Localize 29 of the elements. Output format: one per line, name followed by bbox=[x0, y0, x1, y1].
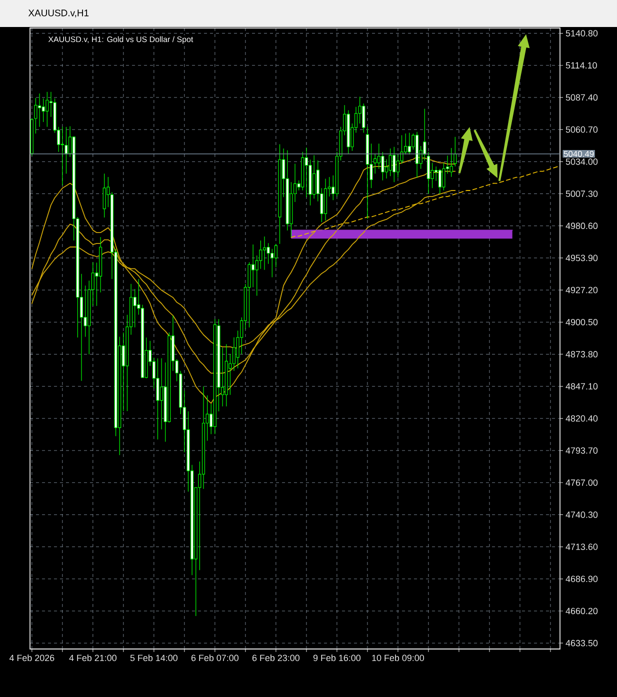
y-tick-label: 4686.90 bbox=[566, 576, 598, 582]
y-tick-label: 4767.00 bbox=[566, 479, 598, 486]
ref-line-label: 5040.49 bbox=[564, 150, 594, 157]
y-tick-label: 4980.60 bbox=[566, 222, 598, 230]
x-tick-label: 4 Feb 21:00 bbox=[69, 654, 116, 662]
x-tick-label: 4 Feb 2026 bbox=[9, 654, 54, 662]
y-tick-label: 5034.00 bbox=[566, 158, 598, 165]
chart-title: XAUUSD.v,H1 bbox=[28, 10, 89, 18]
y-tick-label: 4793.70 bbox=[566, 447, 598, 454]
x-tick-label: 6 Feb 07:00 bbox=[191, 654, 238, 662]
x-tick-label: 6 Feb 23:00 bbox=[252, 654, 300, 662]
x-tick-label: 5 Feb 14:00 bbox=[130, 654, 178, 662]
y-tick-label: 4633.50 bbox=[566, 640, 598, 646]
y-tick-label: 4873.80 bbox=[566, 351, 598, 358]
x-tick-label: 10 Feb 09:00 bbox=[372, 654, 424, 662]
y-tick-label: 5087.40 bbox=[566, 94, 598, 101]
y-tick-label: 4900.50 bbox=[566, 318, 598, 326]
y-tick-label: 4740.30 bbox=[566, 512, 598, 518]
y-tick-label: 5007.30 bbox=[566, 190, 598, 197]
y-tick-label: 4927.20 bbox=[566, 286, 598, 294]
x-tick-label: 9 Feb 16:00 bbox=[313, 654, 361, 662]
y-tick-label: 4713.60 bbox=[566, 544, 598, 550]
y-tick-label: 5140.80 bbox=[566, 30, 598, 36]
y-tick-label: 5060.70 bbox=[566, 126, 598, 133]
y-tick-label: 4820.40 bbox=[566, 415, 598, 422]
y-tick-label: 5114.10 bbox=[566, 62, 597, 69]
y-tick-label: 4953.90 bbox=[566, 254, 598, 262]
y-tick-label: 4847.10 bbox=[566, 383, 598, 390]
y-tick-label: 4660.20 bbox=[566, 608, 598, 614]
